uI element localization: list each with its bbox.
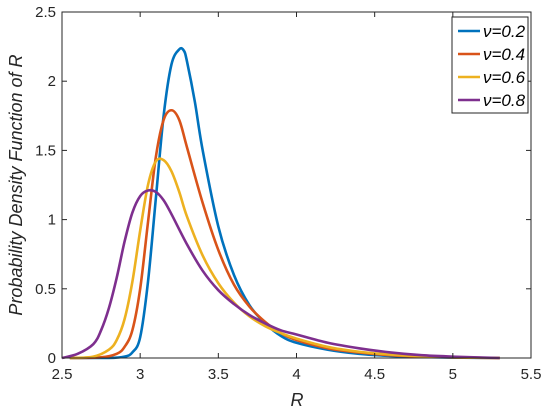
x-tick-label: 4	[292, 366, 300, 383]
x-tick-label: 3	[136, 366, 144, 383]
legend-label-3: ν=0.6	[483, 68, 526, 87]
legend-label-2: ν=0.4	[483, 45, 525, 64]
series-line-4	[61, 188, 500, 360]
x-tick-label: 5.5	[521, 366, 542, 383]
x-tick-label: 3.5	[208, 366, 229, 383]
x-tick-label: 4.5	[364, 366, 385, 383]
axes-layer: 2.5 3 3.5 4 4.5 5 5.5 0 0.5 1 1.5 2 2.5	[35, 4, 541, 383]
legend-box	[451, 16, 529, 114]
y-tick-label: 1	[48, 212, 56, 229]
series-layer	[61, 46, 500, 360]
x-tick-label: 2.5	[52, 366, 73, 383]
x-tick-label: 5	[449, 366, 457, 383]
x-axis-title: R	[291, 390, 304, 410]
series-line-1	[69, 46, 500, 360]
y-tick-label: 0	[48, 350, 56, 367]
y-tick-label: 1.5	[35, 142, 56, 159]
y-axis-title: Probability Density Function of R	[6, 54, 26, 315]
legend-label-4: ν=0.8	[483, 91, 526, 110]
y-tick-label: 0.5	[35, 281, 56, 298]
y-tick-label: 2.5	[35, 4, 56, 21]
series-line-3	[69, 157, 500, 360]
legend-label-1: ν=0.2	[483, 22, 526, 41]
y-tick-label: 2	[48, 73, 56, 90]
legend: ν=0.2 ν=0.4 ν=0.6 ν=0.8	[451, 16, 529, 114]
